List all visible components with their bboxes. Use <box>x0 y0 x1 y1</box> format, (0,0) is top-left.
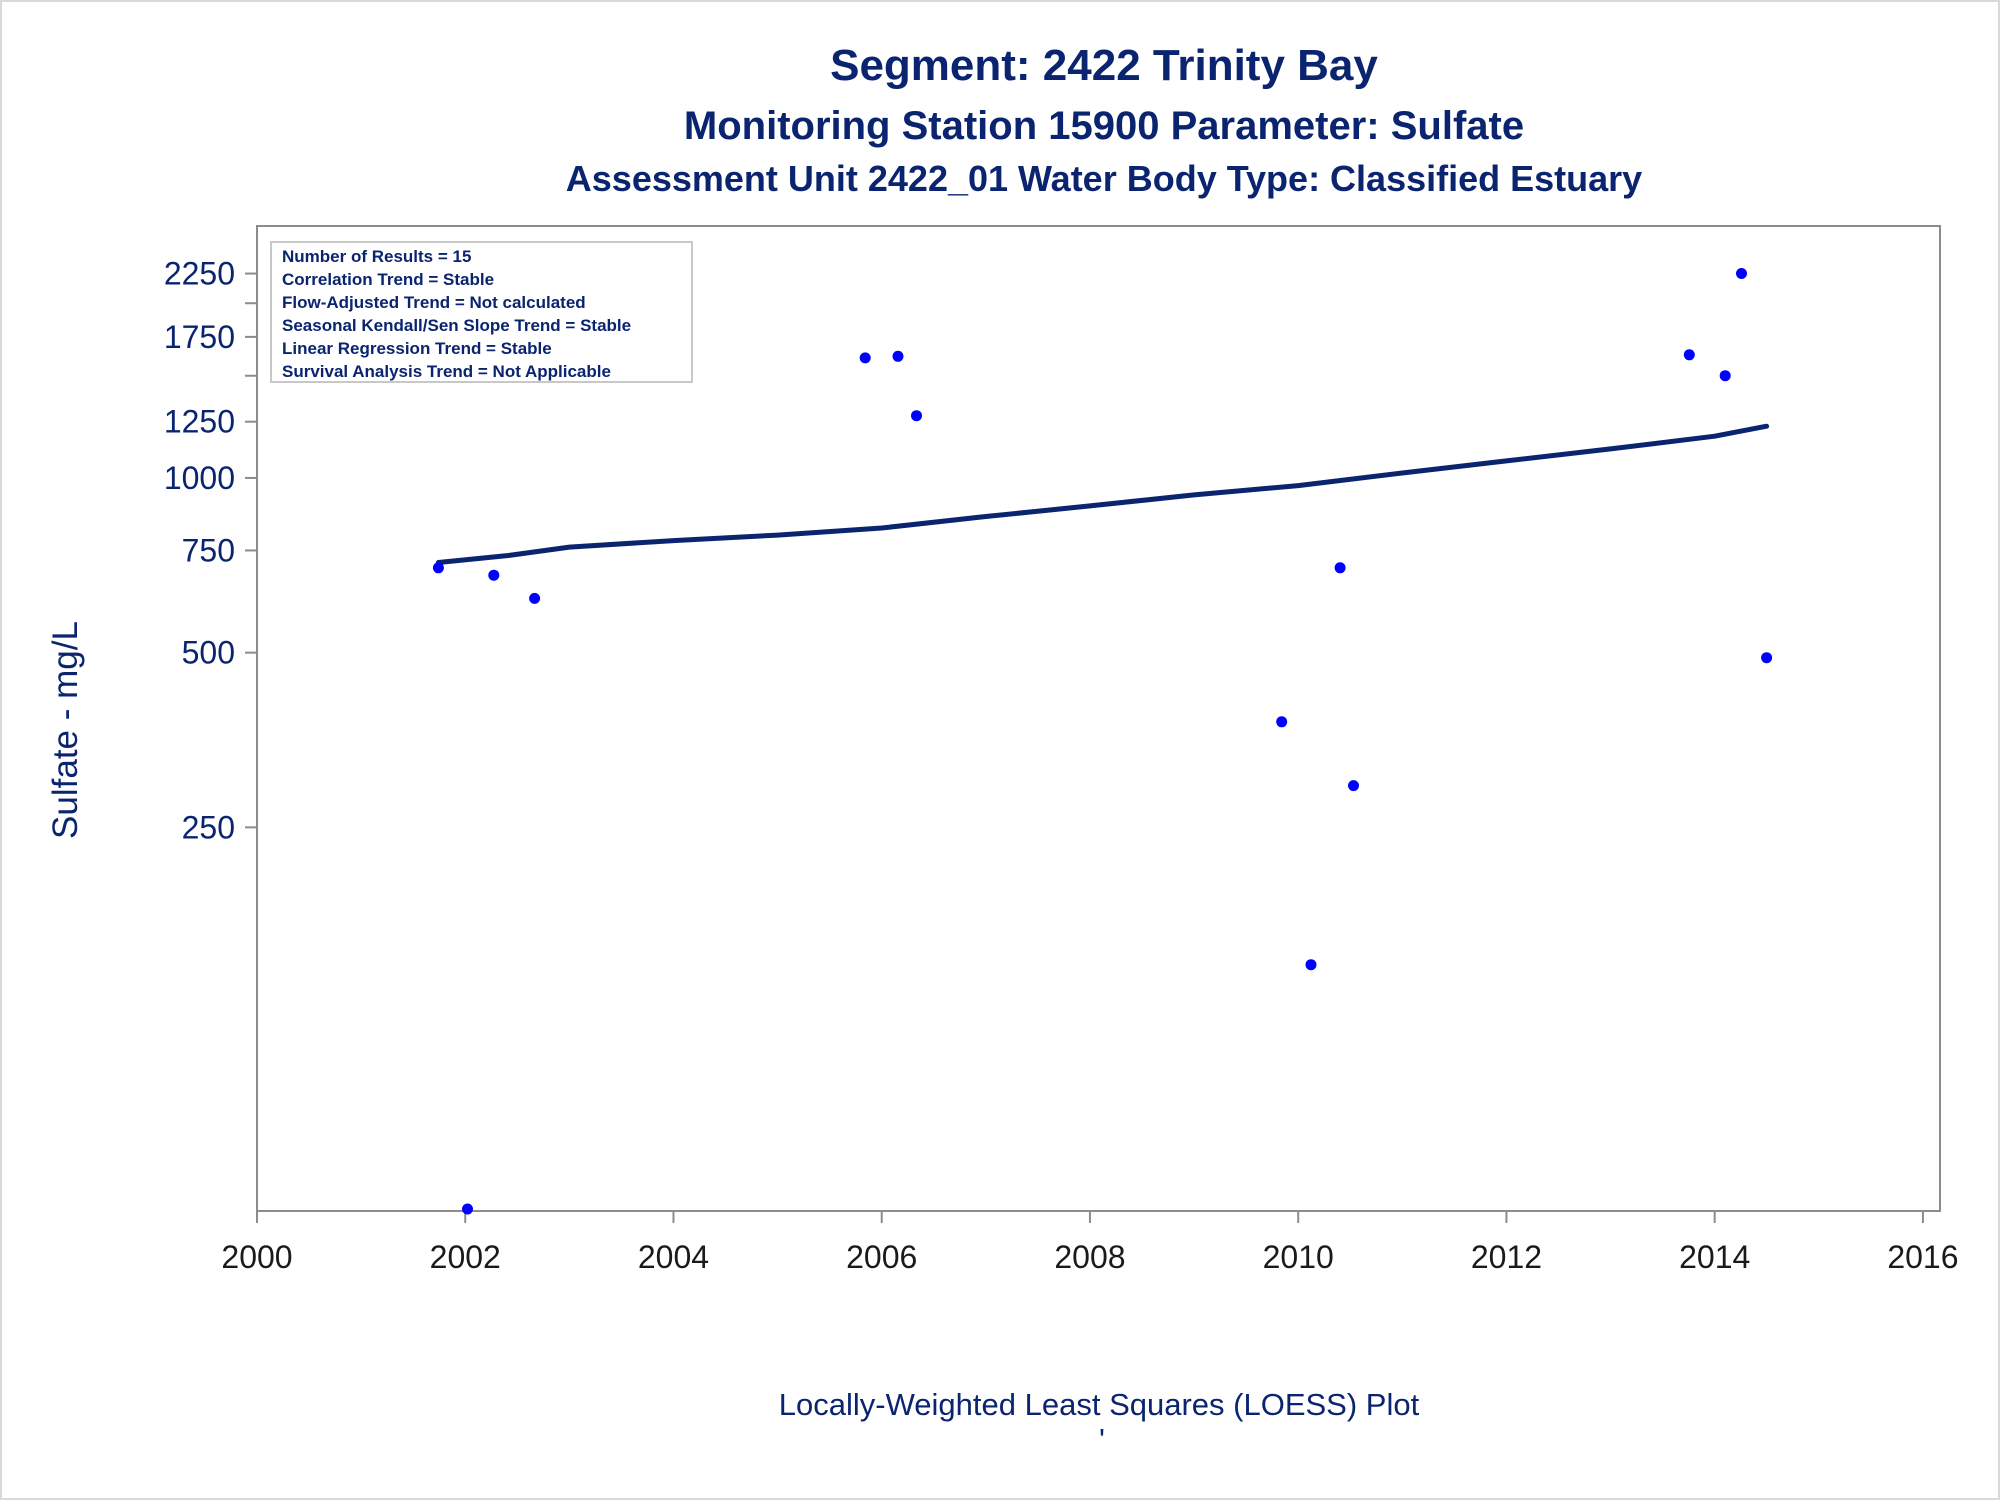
loess-trend-line <box>435 423 1770 565</box>
x-tick-label: 2008 <box>1054 1239 1125 1275</box>
stats-box-border <box>270 241 693 383</box>
y-axis: 250 500 750 1000 1250 1750 2250 <box>164 256 257 845</box>
y-tick-label: 750 <box>182 532 235 568</box>
y-tick-label: 1000 <box>164 460 235 496</box>
x-tick-label: 2010 <box>1263 1239 1334 1275</box>
y-tick-label: 500 <box>182 635 235 671</box>
y-tick-label: 250 <box>182 809 235 845</box>
data-point <box>859 352 871 364</box>
data-point <box>1736 268 1747 279</box>
data-point <box>488 569 500 581</box>
points-layer <box>432 268 1773 1215</box>
data-point <box>1348 780 1359 792</box>
data-point <box>1334 562 1346 574</box>
data-point <box>911 410 922 422</box>
data-point <box>432 562 444 574</box>
stats-line-3: Flow-Adjusted Trend = Not calculated <box>282 293 586 312</box>
x-tick-label: 2006 <box>846 1239 917 1275</box>
data-point <box>1719 370 1731 382</box>
plot-area <box>256 225 1941 1212</box>
stats-box: Number of Results = 15 Correlation Trend… <box>270 241 693 383</box>
stats-line-6: Survival Analysis Trend = Not Applicable <box>282 362 611 381</box>
x-tick-label: 2012 <box>1471 1239 1542 1275</box>
y-tick-label: 2250 <box>164 256 235 292</box>
x-tick-label: 2014 <box>1679 1239 1750 1275</box>
data-point <box>1761 652 1773 664</box>
footnote: Locally-Weighted Least Squares (LOESS) P… <box>779 1387 1420 1422</box>
stats-line-4: Seasonal Kendall/Sen Slope Trend = Stabl… <box>282 316 631 335</box>
data-point <box>892 350 904 362</box>
data-point <box>529 592 541 604</box>
stats-line-1: Number of Results = 15 <box>282 247 471 266</box>
x-axis: 2000 2002 2004 2006 2008 2010 2012 2014 2016 <box>221 1211 1959 1275</box>
y-axis-label: Sulfate - mg/L <box>46 621 85 839</box>
data-point <box>1305 959 1317 971</box>
stats-line-2: Correlation Trend = Stable <box>282 270 494 289</box>
footnote-mark: ' <box>1099 1422 1105 1457</box>
x-tick-label: 2002 <box>430 1239 501 1275</box>
data-point <box>462 1203 473 1215</box>
x-tick-label: 2000 <box>221 1239 292 1275</box>
y-tick-label: 1250 <box>164 404 235 440</box>
stats-line-5: Linear Regression Trend = Stable <box>282 339 552 358</box>
chart-subtitle-2: Assessment Unit 2422_01 Water Body Type:… <box>566 158 1642 199</box>
chart-subtitle: Monitoring Station 15900 Parameter: Sulf… <box>684 104 1524 148</box>
y-tick-label: 1750 <box>164 319 235 355</box>
x-tick-label: 2016 <box>1887 1239 1958 1275</box>
x-tick-label: 2004 <box>638 1239 709 1275</box>
trend-layer <box>435 423 1770 565</box>
data-point <box>1276 716 1288 728</box>
data-point <box>1683 349 1695 361</box>
chart-title: Segment: 2422 Trinity Bay <box>830 41 1378 90</box>
